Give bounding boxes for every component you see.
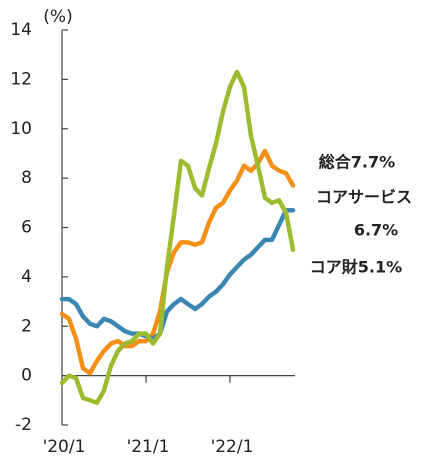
y-tick-label: 14 bbox=[10, 20, 32, 40]
y-tick-label: 4 bbox=[21, 267, 32, 287]
y-tick-label: 0 bbox=[21, 366, 32, 386]
y-tick-label: 12 bbox=[10, 69, 32, 89]
series-label: コア財5.1% bbox=[310, 258, 402, 277]
y-tick-label: 6 bbox=[21, 218, 32, 238]
y-unit-label: (%) bbox=[43, 7, 72, 27]
y-tick-label: 2 bbox=[21, 316, 32, 336]
y-tick-label: 10 bbox=[10, 119, 32, 139]
series-line bbox=[59, 69, 296, 406]
series-label: コアサービス bbox=[316, 188, 412, 207]
y-tick-label: -2 bbox=[15, 415, 32, 435]
x-tick-label: '21/1 bbox=[127, 437, 170, 457]
x-tick-label: '20/1 bbox=[43, 437, 86, 457]
series-label: 総合7.7% bbox=[319, 153, 395, 172]
y-tick-label: 8 bbox=[21, 168, 32, 188]
series-line bbox=[59, 148, 296, 376]
series-line bbox=[59, 207, 296, 341]
series-label: 6.7% bbox=[354, 221, 398, 240]
x-tick-label: '22/1 bbox=[211, 437, 254, 457]
